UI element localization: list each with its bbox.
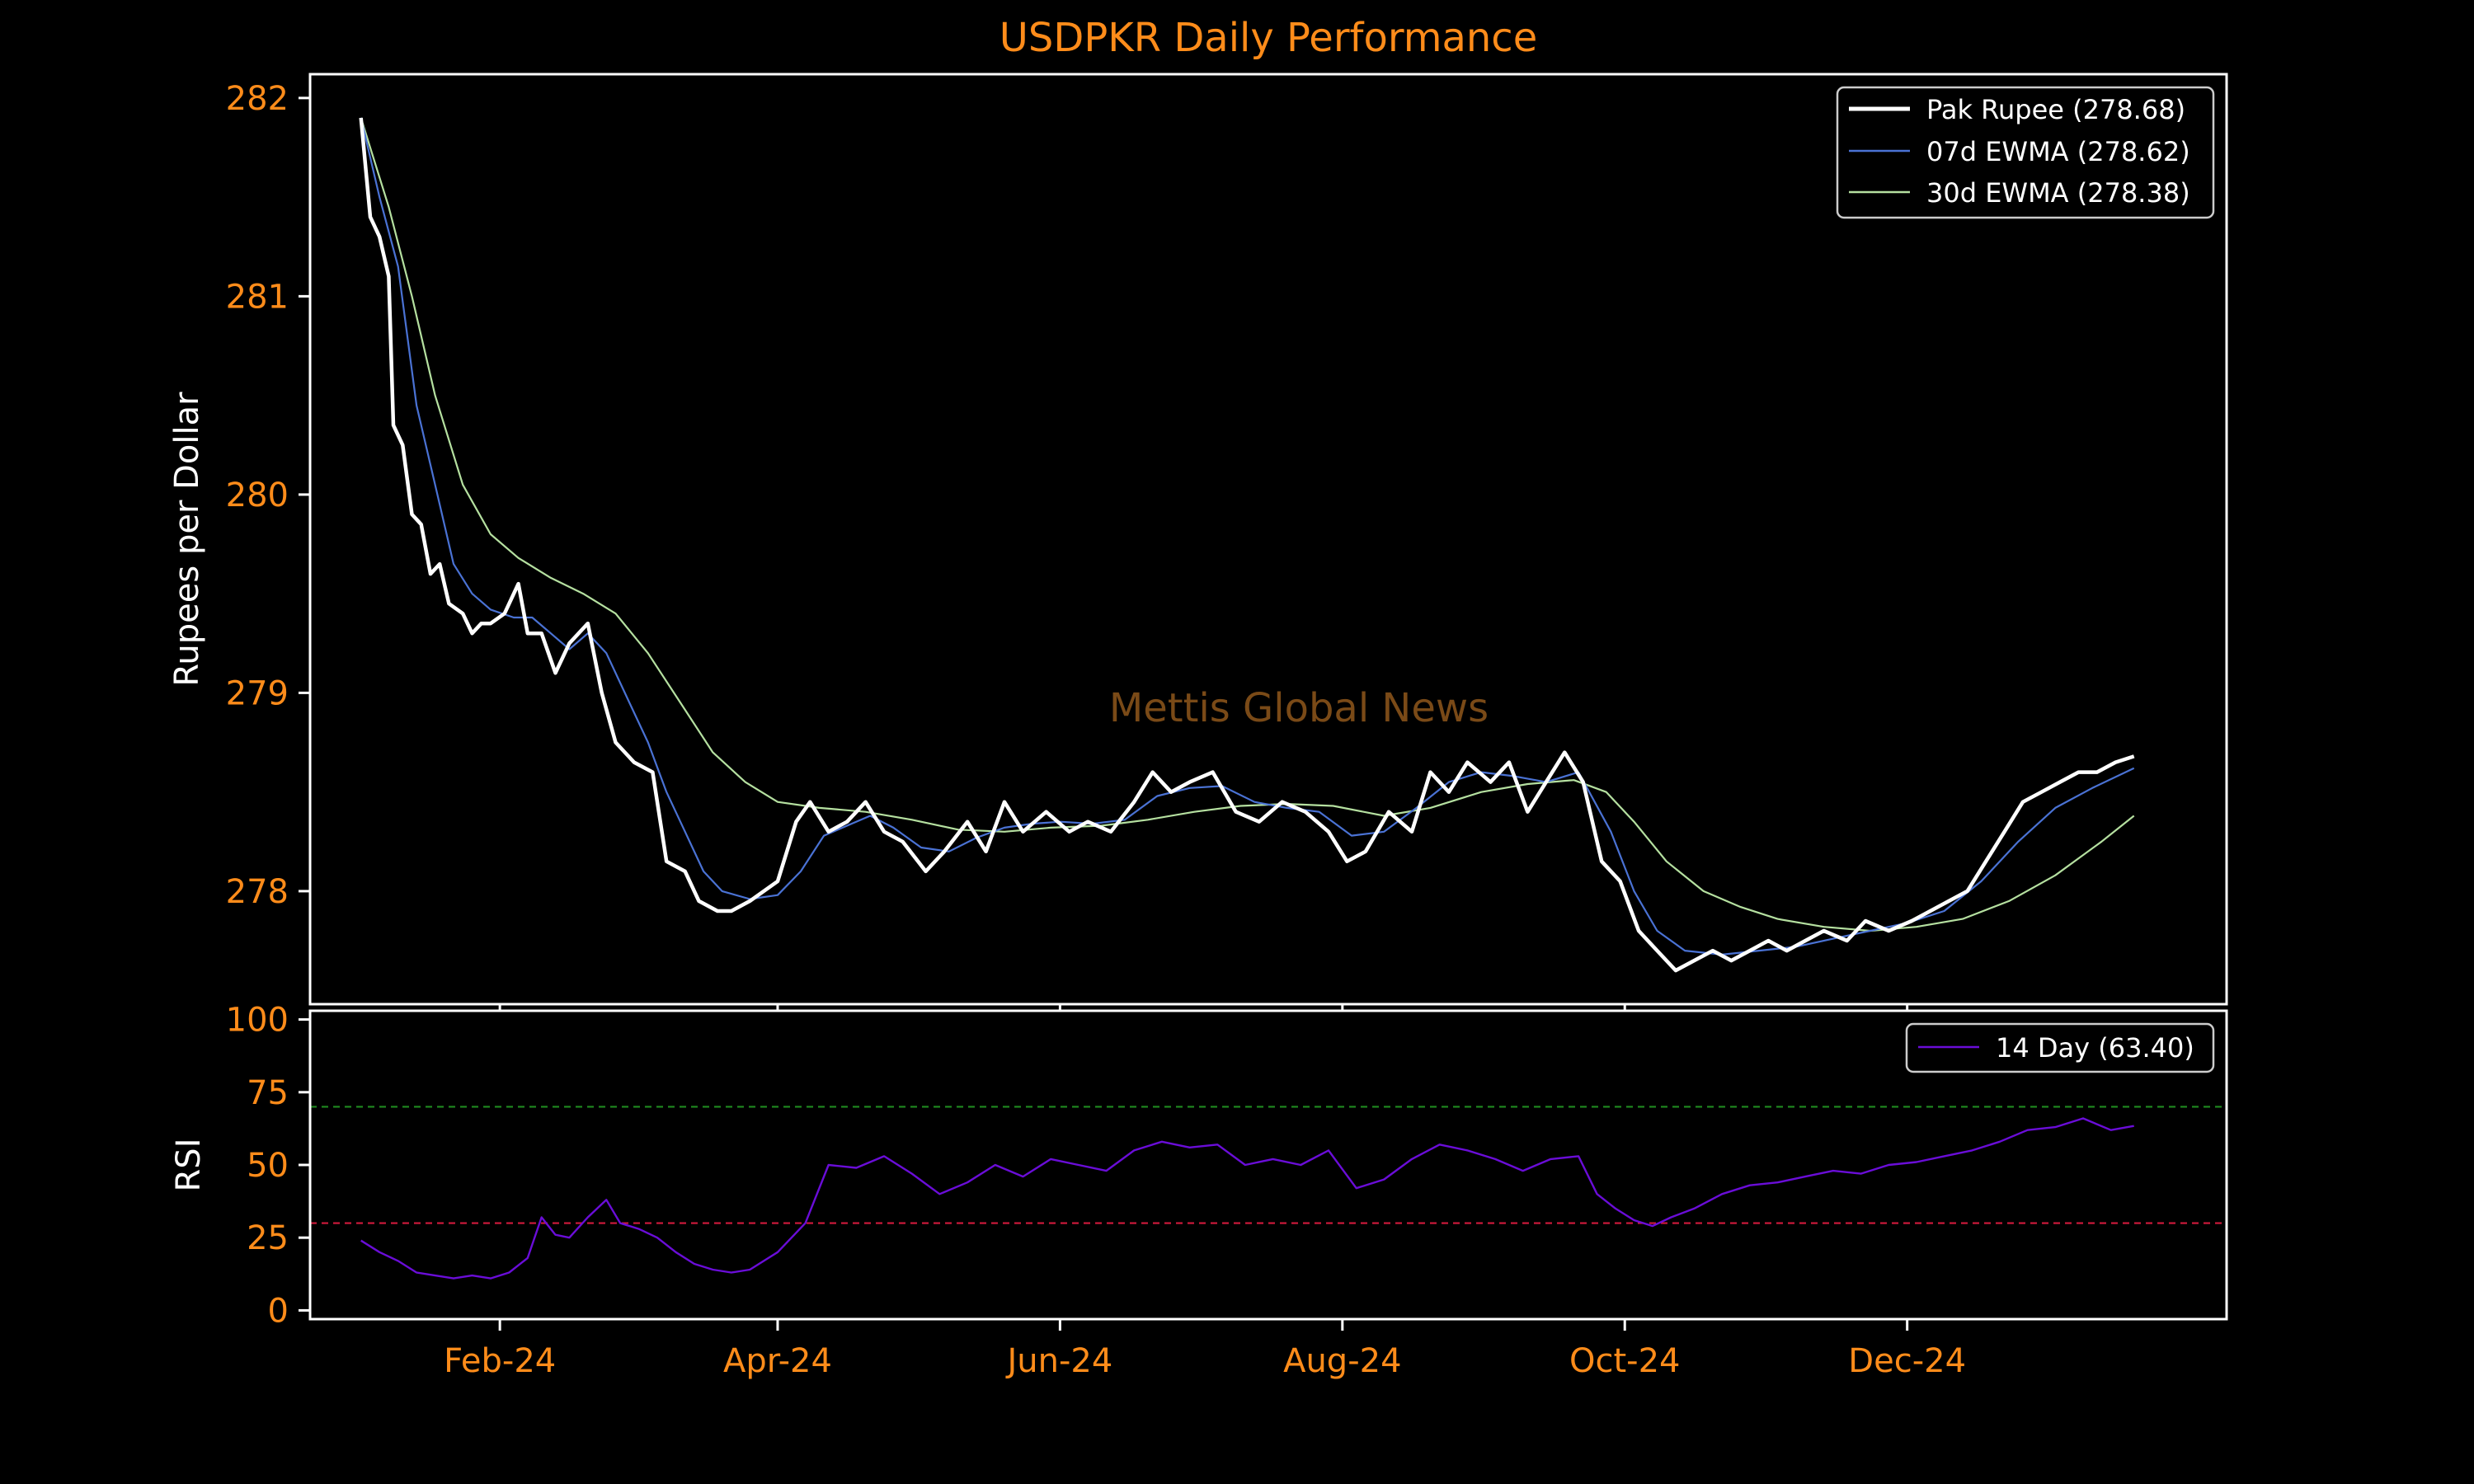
rsi-line bbox=[360, 1117, 2134, 1280]
rsi-reference-lines bbox=[310, 1106, 2227, 1224]
price-panel: Mettis Global News 278 279 280 281 282 Rupee… bbox=[168, 73, 2228, 1014]
price-plot-area bbox=[310, 74, 2227, 1004]
price-y-tick-label: 279 bbox=[226, 674, 289, 712]
x-tick-label: Oct-24 bbox=[1569, 1342, 1681, 1380]
rsi-y-axis-label: RSI bbox=[170, 1139, 208, 1192]
price-y-tick-label: 280 bbox=[226, 477, 289, 514]
legend-label-ewma30: 30d EWMA (278.38) bbox=[1926, 177, 2190, 209]
rsi-y-tick-label: 0 bbox=[268, 1292, 289, 1330]
rsi-y-tick-label: 75 bbox=[247, 1074, 289, 1112]
price-y-ticks: 278 279 280 281 282 bbox=[226, 80, 310, 911]
price-y-tick-label: 278 bbox=[226, 873, 289, 911]
legend-label-ewma7: 07d EWMA (278.62) bbox=[1926, 136, 2190, 167]
chart-title: USDPKR Daily Performance bbox=[999, 15, 1537, 61]
price-y-tick-label: 281 bbox=[226, 278, 289, 316]
rsi-y-tick-label: 50 bbox=[247, 1147, 289, 1185]
price-y-axis-label: Rupees per Dollar bbox=[168, 392, 206, 687]
x-tick-label: Apr-24 bbox=[723, 1342, 832, 1380]
price-line bbox=[359, 117, 2135, 973]
rsi-legend: 14 Day (63.40) bbox=[1905, 1022, 2215, 1073]
rsi-y-tick-label: 25 bbox=[247, 1219, 289, 1257]
price-y-tick-label: 282 bbox=[226, 80, 289, 118]
legend-label-price: Pak Rupee (278.68) bbox=[1926, 94, 2185, 125]
rsi-y-tick-label: 100 bbox=[226, 1002, 289, 1040]
price-legend-box bbox=[1836, 86, 2215, 219]
price-legend: Pak Rupee (278.68) 07d EWMA (278.62) 30d… bbox=[1836, 86, 2215, 219]
ewma30-line bbox=[360, 117, 2135, 932]
price-plot-frame bbox=[308, 73, 2228, 1006]
rsi-x-ticks: Feb-24 Apr-24 Jun-24 Aug-24 Oct-24 Dec-24 bbox=[444, 1319, 1966, 1380]
legend-label-rsi: 14 Day (63.40) bbox=[1996, 1032, 2194, 1064]
x-tick-label: Jun-24 bbox=[1004, 1342, 1112, 1380]
rsi-y-ticks: 0 25 50 75 100 bbox=[226, 1002, 310, 1330]
x-tick-label: Aug-24 bbox=[1283, 1342, 1401, 1380]
x-tick-label: Dec-24 bbox=[1848, 1342, 1966, 1380]
rsi-series-lines bbox=[360, 1117, 2134, 1280]
rsi-panel: 0 25 50 75 100 Feb-24 Apr-24 Jun-24 Aug-24 Oct-2… bbox=[170, 1002, 2228, 1380]
watermark: Mettis Global News bbox=[1109, 685, 1489, 731]
x-tick-label: Feb-24 bbox=[444, 1342, 556, 1380]
price-series-lines bbox=[359, 117, 2135, 973]
rsi-legend-box bbox=[1905, 1022, 2215, 1073]
